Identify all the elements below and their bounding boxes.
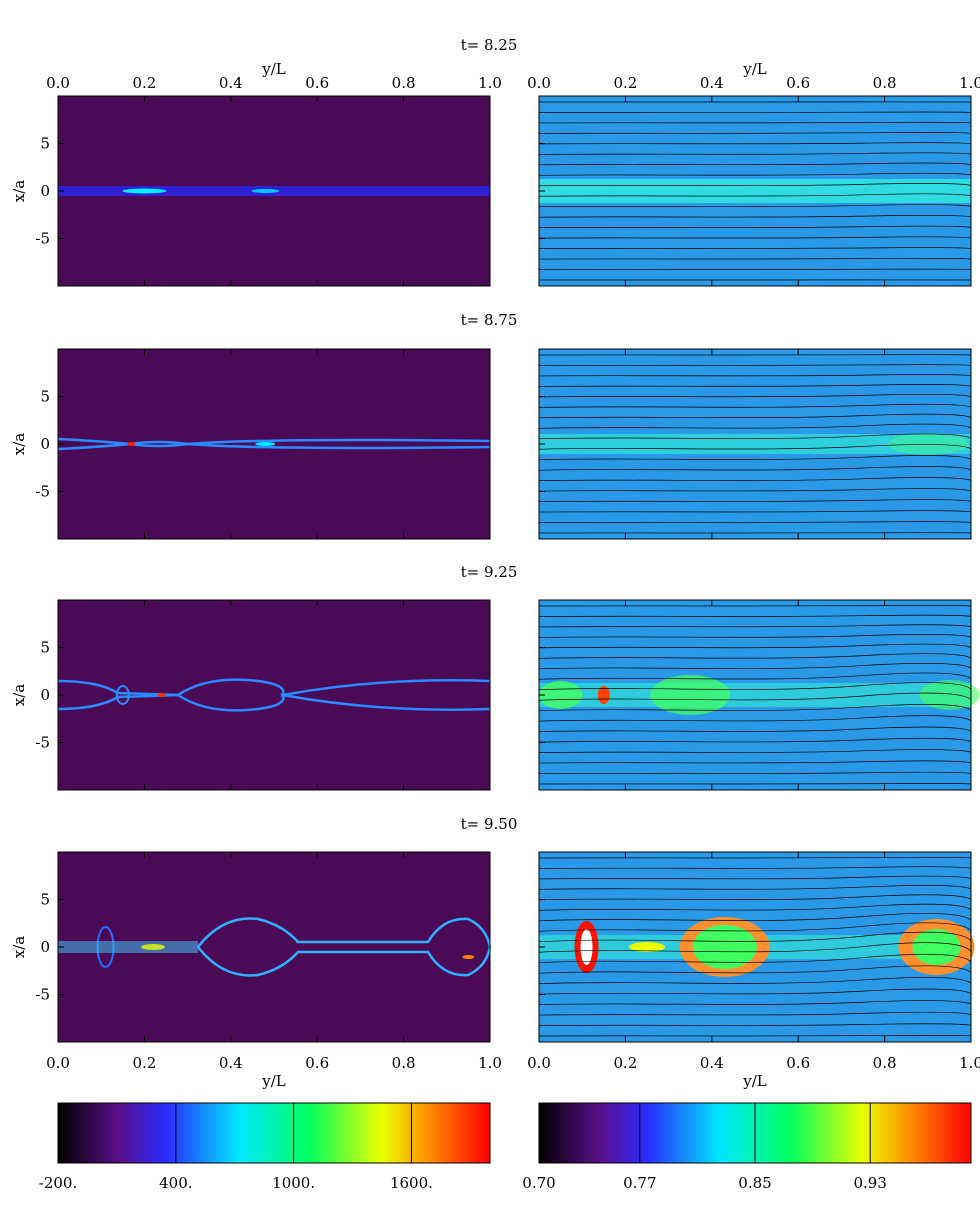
xtick-label-top: 0.4 <box>700 74 724 92</box>
ytick-label: -5 <box>35 230 50 248</box>
density-blob <box>912 929 960 965</box>
xtick-label-top: 1.0 <box>478 74 502 92</box>
current-peak <box>141 944 165 950</box>
left-panel-features <box>58 186 490 196</box>
ytick-label: 0 <box>40 686 50 704</box>
xtick-label-bottom: 0.2 <box>613 1054 637 1072</box>
xtick-label-bottom: 0.2 <box>132 1054 156 1072</box>
x-axis-label-top: y/L <box>261 60 286 78</box>
xtick-label-bottom: 1.0 <box>959 1054 980 1072</box>
current-peak <box>158 693 166 697</box>
left-colorbar-label: 400. <box>159 1174 192 1192</box>
left-colorbar-label: 1000. <box>272 1174 315 1192</box>
panel-time-title: t= 9.25 <box>461 563 518 581</box>
density-blob <box>650 675 730 715</box>
xtick-label-top: 0.0 <box>46 74 70 92</box>
xtick-label-top: 0.8 <box>392 74 416 92</box>
xtick-label-bottom: 0.8 <box>392 1054 416 1072</box>
right-colorbar-label: 0.93 <box>853 1174 886 1192</box>
current-peak <box>255 442 275 446</box>
y-axis-label: x/a <box>10 180 28 203</box>
plasmoid-core <box>581 929 593 965</box>
xtick-label-bottom: 0.4 <box>219 1054 243 1072</box>
ytick-label: 0 <box>40 435 50 453</box>
right-colorbar-label: 0.70 <box>522 1174 555 1192</box>
turbulent-region <box>58 941 198 953</box>
left-colorbar <box>58 1103 490 1163</box>
ytick-label: 5 <box>40 639 50 657</box>
ytick-label: -5 <box>35 483 50 501</box>
xtick-label-bottom: 0.6 <box>786 1054 810 1072</box>
xtick-label-bottom: 0.4 <box>700 1054 724 1072</box>
xtick-label-top: 0.8 <box>873 74 897 92</box>
xtick-label-bottom: 0.0 <box>46 1054 70 1072</box>
ytick-label: 5 <box>40 135 50 153</box>
ytick-label: -5 <box>35 734 50 752</box>
xtick-label-bottom: 0.6 <box>305 1054 329 1072</box>
current-peak <box>122 189 166 194</box>
density-blob <box>888 433 968 455</box>
left-colorbar-label: 1600. <box>390 1174 433 1192</box>
left-panel-bg <box>58 600 490 790</box>
density-blob <box>919 680 979 710</box>
x-axis-label-bottom: y/L <box>742 1072 767 1090</box>
current-peak <box>251 189 279 193</box>
panel-time-title: t= 8.25 <box>461 36 518 54</box>
density-blob <box>539 681 583 709</box>
current-peak <box>462 955 474 959</box>
y-axis-label: x/a <box>10 684 28 707</box>
xtick-label-top: 0.0 <box>527 74 551 92</box>
density-band <box>539 179 971 203</box>
ytick-label: 0 <box>40 182 50 200</box>
xtick-label-top: 0.2 <box>613 74 637 92</box>
ytick-label: 0 <box>40 938 50 956</box>
xtick-label-bottom: 1.0 <box>478 1054 502 1072</box>
x-axis-label-bottom: y/L <box>261 1072 286 1090</box>
left-colorbar-label: -200. <box>39 1174 77 1192</box>
xtick-label-top: 0.6 <box>305 74 329 92</box>
x-axis-label-top: y/L <box>742 60 767 78</box>
xtick-label-top: 0.6 <box>786 74 810 92</box>
ytick-label: 5 <box>40 388 50 406</box>
xtick-label-top: 0.4 <box>219 74 243 92</box>
right-colorbar-label: 0.85 <box>738 1174 771 1192</box>
right-colorbar-label: 0.77 <box>623 1174 656 1192</box>
xtick-label-bottom: 0.0 <box>527 1054 551 1072</box>
panel-time-title: t= 9.50 <box>461 815 518 833</box>
xtick-label-bottom: 0.8 <box>873 1054 897 1072</box>
ytick-label: 5 <box>40 891 50 909</box>
xtick-label-top: 1.0 <box>959 74 980 92</box>
panel-time-title: t= 8.75 <box>461 311 518 329</box>
ytick-label: -5 <box>35 986 50 1004</box>
y-axis-label: x/a <box>10 433 28 456</box>
current-peak <box>127 442 135 446</box>
xtick-label-top: 0.2 <box>132 74 156 92</box>
y-axis-label: x/a <box>10 936 28 959</box>
